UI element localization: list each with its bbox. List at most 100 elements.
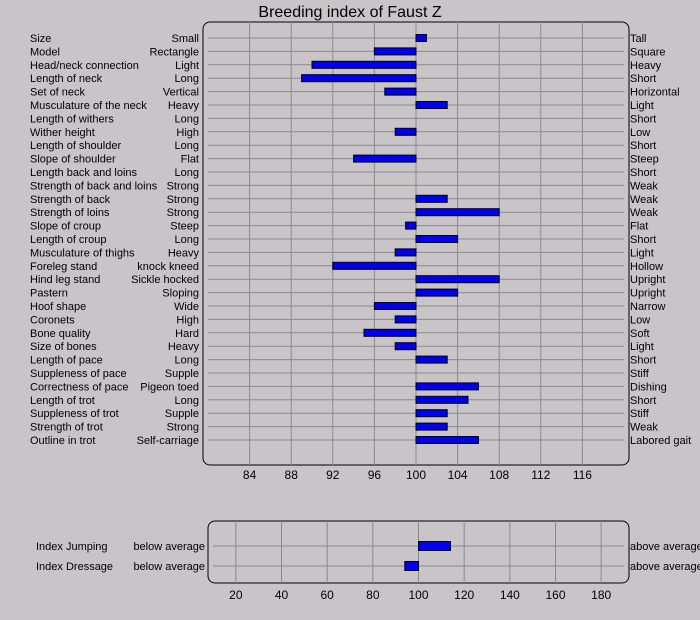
low-end-label: Heavy — [168, 341, 200, 353]
index-bar — [384, 87, 417, 96]
high-end-label: Short — [630, 167, 656, 179]
trait-label: Slope of croup — [30, 221, 101, 233]
trait-label: Set of neck — [30, 87, 86, 99]
high-end-label: Light — [630, 341, 654, 353]
index-bar — [394, 127, 417, 136]
trait-label: Size of bones — [30, 341, 97, 353]
trait-label: Bone quality — [30, 328, 91, 340]
index-bar — [415, 409, 448, 418]
x-tick-label: 40 — [275, 588, 289, 602]
low-end-label: below average — [133, 541, 205, 553]
index-chart-labels: Index Jumping below average above average I… — [36, 541, 700, 573]
high-end-label: Stiff — [630, 368, 650, 380]
x-tick-label: 100 — [406, 468, 426, 482]
x-tick-label: 84 — [243, 468, 257, 482]
low-end-label: Long — [175, 355, 199, 367]
trait-label: Pastern — [30, 288, 68, 300]
high-end-label: Soft — [630, 328, 650, 340]
high-end-label: Light — [630, 100, 654, 112]
low-end-label: Long — [175, 73, 199, 85]
low-end-label: Long — [175, 113, 199, 125]
trait-label: Strength of trot — [30, 422, 103, 434]
high-end-label: Weak — [630, 180, 658, 192]
index-bar — [394, 248, 417, 257]
main-chart-labels: Size Small Tall Model Rectangle Square Head/ne… — [30, 33, 691, 447]
trait-label: Strength of back and loins — [30, 180, 158, 192]
trait-label: Length of withers — [30, 113, 114, 125]
high-end-label: Short — [630, 234, 656, 246]
x-tick-label: 140 — [500, 588, 520, 602]
trait-label: Coronets — [30, 314, 75, 326]
low-end-label: Hard — [175, 328, 199, 340]
low-end-label: Wide — [174, 301, 199, 313]
trait-label: Strength of loins — [30, 207, 110, 219]
low-end-label: Long — [175, 167, 199, 179]
index-bar — [353, 154, 417, 163]
high-end-label: Flat — [630, 221, 648, 233]
low-end-label: Long — [175, 140, 199, 152]
low-end-label: Small — [171, 33, 199, 45]
main-chart-x-tick-labels: 84 88 92 96 100 104 108 112 116 — [243, 468, 592, 482]
high-end-label: Dishing — [630, 381, 667, 393]
trait-label: Head/neck connection — [30, 60, 139, 72]
high-end-label: Weak — [630, 207, 658, 219]
low-end-label: Sickle hocked — [131, 274, 199, 286]
chart-title: Breeding index of Faust Z — [258, 4, 441, 21]
index-bar — [332, 261, 417, 270]
low-end-label: Supple — [165, 368, 199, 380]
index-bar — [415, 288, 459, 297]
index-bar — [418, 541, 451, 551]
index-bar — [415, 275, 500, 284]
trait-label: Hoof shape — [30, 301, 86, 313]
trait-label: Wither height — [30, 127, 95, 139]
x-tick-label: 20 — [229, 588, 243, 602]
x-tick-label: 88 — [285, 468, 299, 482]
high-end-label: Short — [630, 73, 656, 85]
index-bar — [373, 302, 417, 310]
x-tick-label: 80 — [366, 588, 380, 602]
index-bar — [301, 74, 417, 83]
high-end-label: above average — [630, 561, 700, 573]
low-end-label: Flat — [181, 154, 199, 166]
index-bar — [405, 221, 417, 230]
index-bar — [394, 342, 417, 351]
x-tick-label: 112 — [531, 468, 550, 482]
high-end-label: Stiff — [630, 408, 650, 420]
high-end-label: Short — [630, 113, 656, 125]
low-end-label: Steep — [170, 221, 199, 233]
x-tick-label: 96 — [368, 468, 382, 482]
x-tick-label: 116 — [573, 468, 592, 482]
index-bar — [415, 382, 479, 391]
high-end-label: Short — [630, 395, 656, 407]
trait-label: Strength of back — [30, 194, 111, 206]
index-bar — [415, 208, 500, 217]
x-tick-label: 180 — [591, 588, 611, 602]
high-end-label: Weak — [630, 422, 658, 434]
trait-label: Hind leg stand — [30, 274, 100, 286]
trait-label: Outline in trot — [30, 435, 95, 447]
high-end-label: Heavy — [630, 60, 662, 72]
index-chart-bars — [404, 541, 451, 571]
high-end-label: Hollow — [630, 261, 663, 273]
index-bar — [415, 436, 479, 444]
low-end-label: Strong — [167, 422, 199, 434]
high-end-label: Low — [630, 127, 650, 139]
trait-label: Length back and loins — [30, 167, 138, 179]
index-bar — [311, 60, 417, 69]
trait-label: Slope of shoulder — [30, 154, 116, 166]
index-bar — [415, 34, 427, 42]
x-tick-label: 104 — [448, 468, 468, 482]
high-end-label: Labored gait — [630, 435, 691, 447]
low-end-label: High — [176, 314, 199, 326]
trait-label: Model — [30, 46, 60, 58]
high-end-label: Short — [630, 355, 656, 367]
high-end-label: Light — [630, 247, 654, 259]
index-bar — [415, 235, 459, 243]
low-end-label: High — [176, 127, 199, 139]
high-end-label: Upright — [630, 274, 665, 286]
index-bar — [415, 101, 448, 109]
main-chart-bars — [301, 34, 500, 444]
trait-label: Length of pace — [30, 355, 103, 367]
trait-label: Musculature of the neck — [30, 100, 147, 112]
